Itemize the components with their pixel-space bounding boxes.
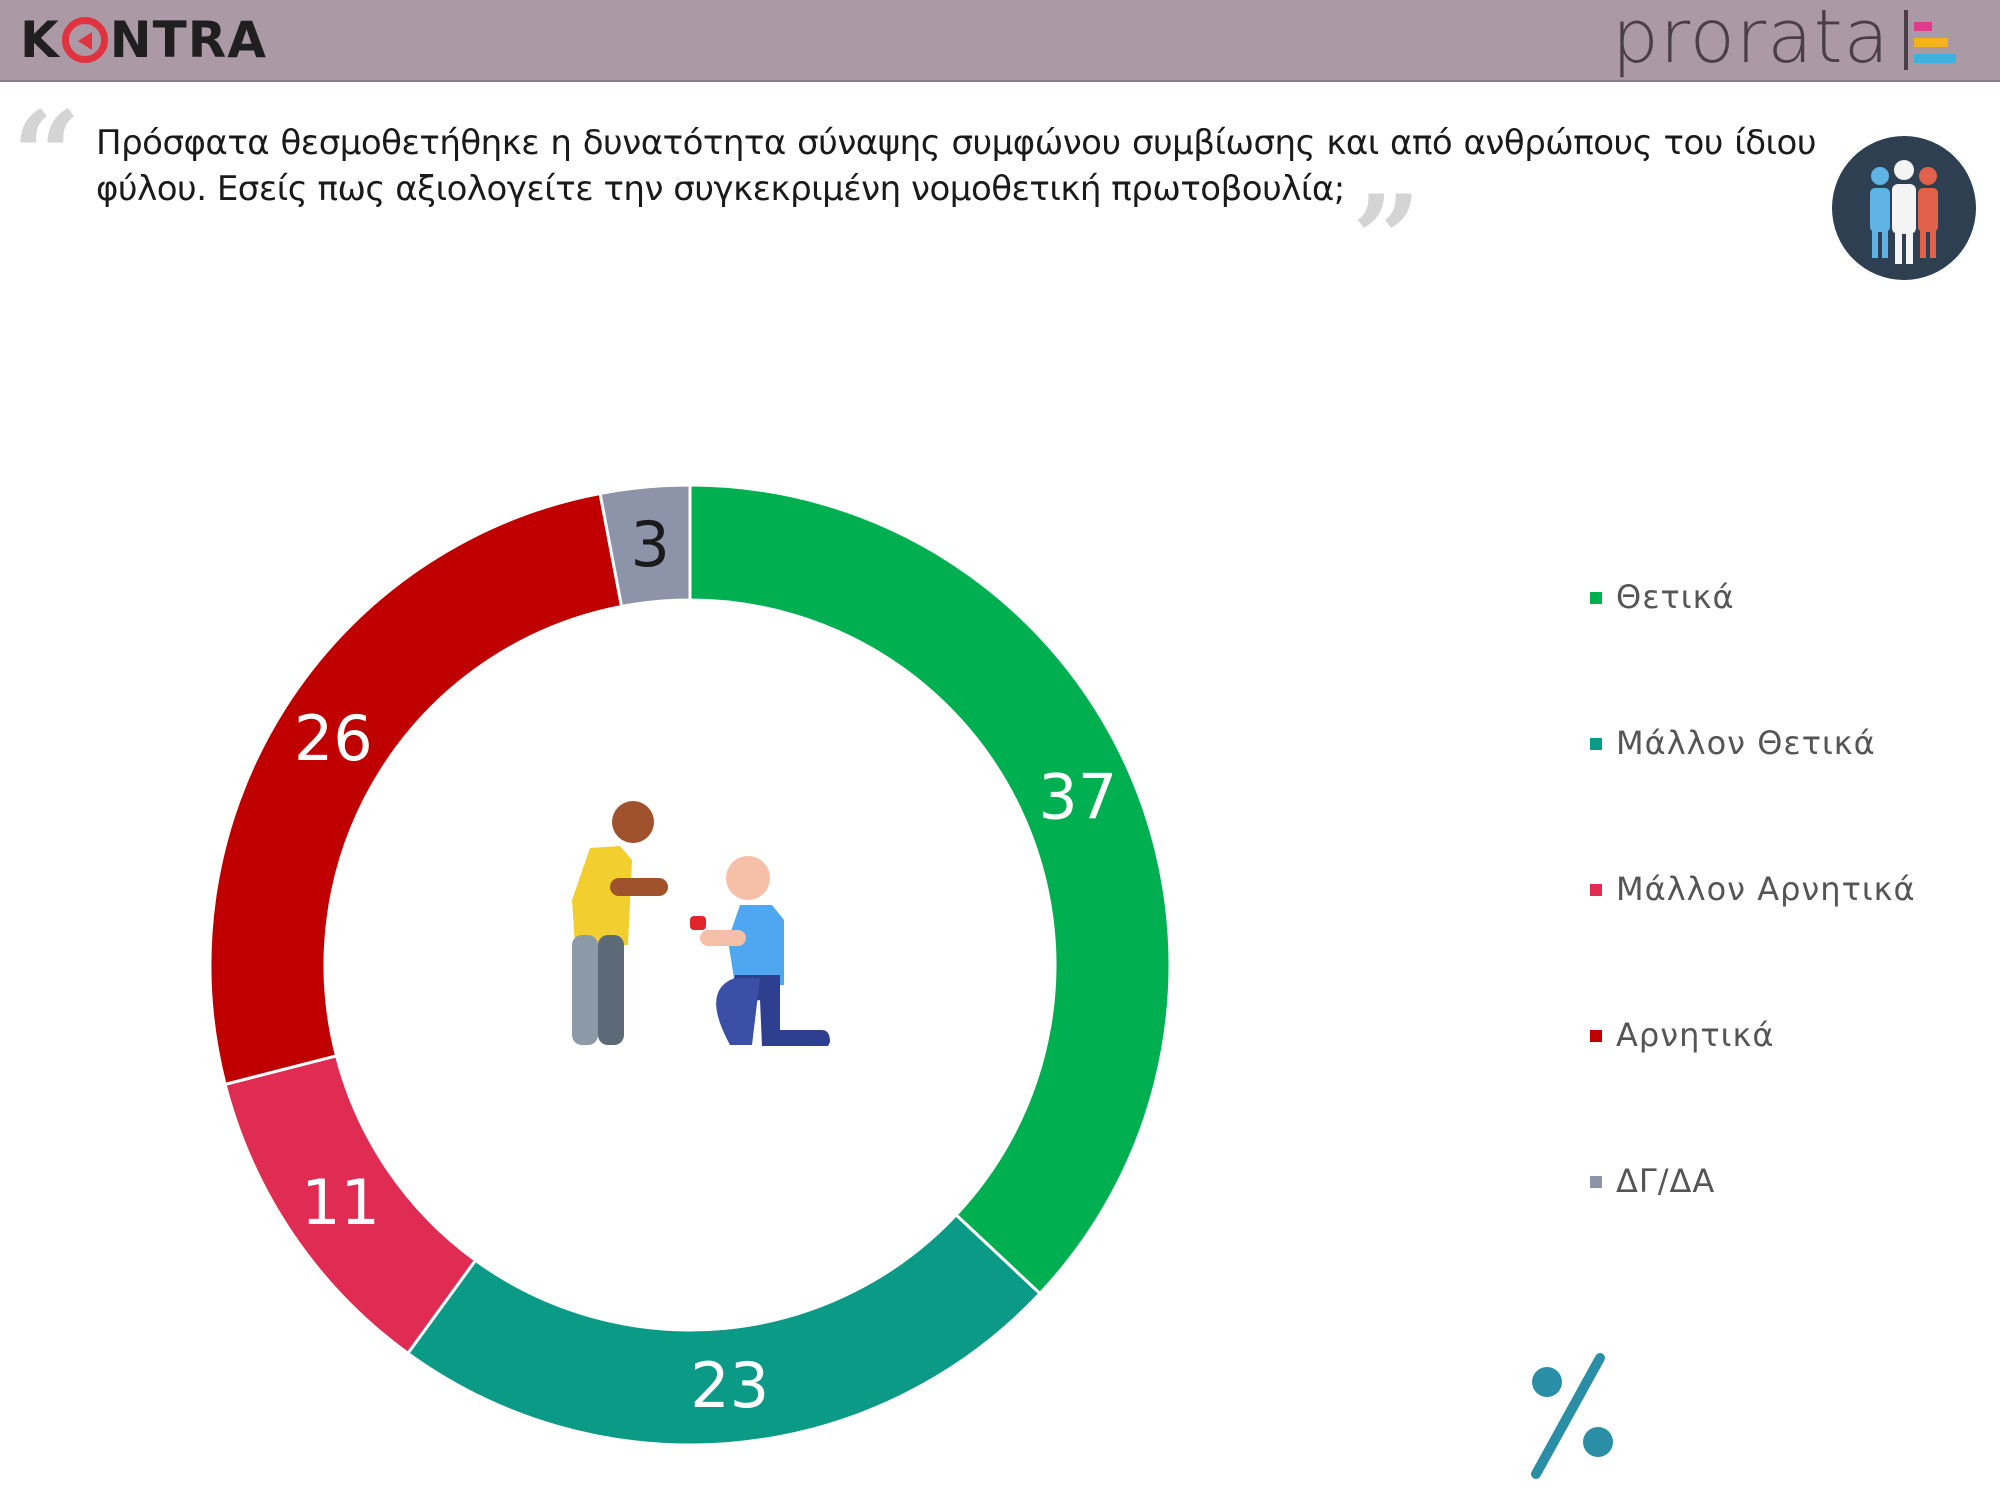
mark-line-3 bbox=[1914, 54, 1956, 63]
legend-swatch bbox=[1590, 884, 1602, 896]
legend-swatch bbox=[1590, 738, 1602, 750]
mark-bar bbox=[1904, 10, 1908, 70]
donut-value-label: 11 bbox=[301, 1166, 380, 1239]
donut-slice-1 bbox=[688, 483, 1172, 1296]
donut-value-label: 37 bbox=[1038, 761, 1117, 834]
logo-text-post: NTRA bbox=[109, 11, 267, 69]
legend-swatch bbox=[1590, 1176, 1602, 1188]
donut-slice-5 bbox=[598, 483, 692, 609]
prorata-mark-icon bbox=[1900, 10, 1960, 70]
percent-icon bbox=[1531, 1353, 1613, 1479]
logo-text-pre: K bbox=[20, 11, 60, 69]
legend-label: ΔΓ/ΔΑ bbox=[1616, 1162, 1716, 1200]
header-bar: K NTRA prorata bbox=[0, 0, 2000, 82]
legend-label: Θετικά bbox=[1616, 578, 1735, 616]
donut-value-label: 23 bbox=[690, 1349, 769, 1422]
prorata-logo: prorata bbox=[1611, 0, 1890, 80]
legend-item: Θετικά bbox=[1590, 578, 1916, 724]
legend-item: Μάλλον Θετικά bbox=[1590, 724, 1916, 870]
close-quote-icon: ” bbox=[1352, 169, 1422, 310]
donut-value-label: 3 bbox=[631, 508, 670, 581]
chart-legend: Θετικά Μάλλον Θετικά Μάλλον Αρνητικά Αρν… bbox=[1590, 578, 1916, 1308]
question-text: Πρόσφατα θεσμοθετήθηκε η δυνατότητα σύνα… bbox=[96, 123, 1817, 209]
legend-swatch bbox=[1590, 592, 1602, 604]
people-group-icon bbox=[1832, 136, 1976, 280]
legend-swatch bbox=[1590, 1030, 1602, 1042]
donut-value-label: 26 bbox=[294, 702, 373, 775]
legend-label: Αρνητικά bbox=[1616, 1016, 1775, 1054]
donut-slice-4 bbox=[208, 491, 624, 1087]
legend-item: ΔΓ/ΔΑ bbox=[1590, 1162, 1916, 1308]
legend-item: Μάλλον Αρνητικά bbox=[1590, 870, 1916, 1016]
open-quote-icon: “ bbox=[12, 85, 82, 226]
donut-slices bbox=[208, 483, 1172, 1447]
play-icon bbox=[61, 17, 108, 63]
legend-label: Μάλλον Θετικά bbox=[1616, 724, 1876, 762]
legend-item: Αρνητικά bbox=[1590, 1016, 1916, 1162]
mark-line-2 bbox=[1914, 38, 1948, 47]
donut-labels: 37 23 11 26 3 bbox=[294, 508, 1117, 1422]
legend-label: Μάλλον Αρνητικά bbox=[1616, 870, 1916, 908]
kontra-logo: K NTRA bbox=[20, 10, 267, 70]
proposal-icon bbox=[572, 801, 830, 1046]
mark-line-1 bbox=[1914, 22, 1932, 31]
